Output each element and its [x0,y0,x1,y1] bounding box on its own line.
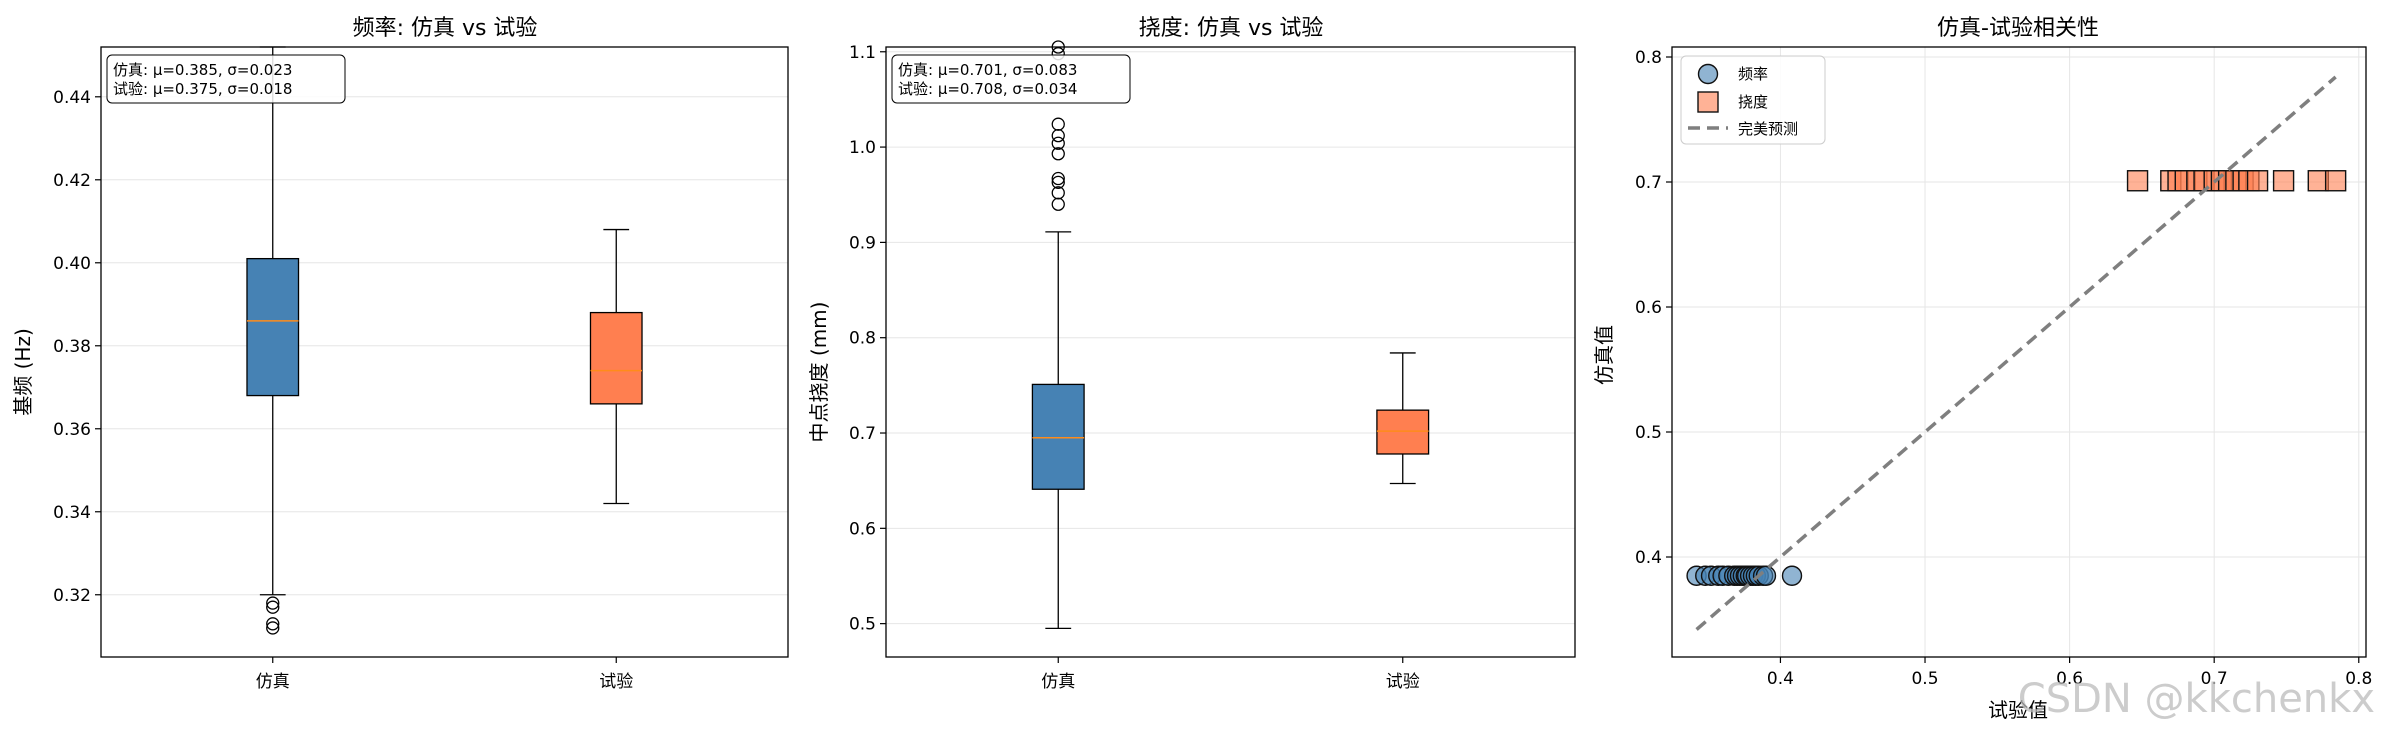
deflection-point [2272,170,2295,192]
legend-marker-deflection [1697,91,1719,113]
y-axis-label: 基频 (Hz) [11,328,35,416]
chart-title: 挠度: 仿真 vs 试验 [1139,16,1324,41]
y-axis-label: 中点挠度 (mm) [807,302,831,443]
legend-label: 挠度 [1738,93,1768,111]
stats-line: 仿真: μ=0.385, σ=0.023 [113,61,292,79]
x-tick-label: 试验 [599,672,633,692]
y-tick-label: 0.44 [53,88,91,108]
y-tick-label: 0.7 [849,424,876,444]
axes-frame [885,46,1576,658]
x-tick-label: 仿真 [1041,672,1075,692]
y-tick-label: 0.36 [53,420,91,440]
y-tick-label: 0.6 [849,519,876,539]
outlier-point [1051,136,1065,150]
stats-box-frame [106,54,346,104]
outlier-point [266,596,280,610]
axes-frame [1671,46,2367,658]
x-tick-label: 仿真 [256,672,290,692]
perfect-prediction-line [1695,75,2337,631]
y-tick-label: 0.38 [53,337,91,357]
x-tick-label: 0.8 [2345,669,2372,689]
y-tick-label: 0.34 [53,503,91,523]
box-仿真 [1031,383,1085,490]
outlier-point [1051,175,1065,189]
deflection-point [2126,170,2149,192]
panel-deflection-boxplot: 挠度: 仿真 vs 试验 中点挠度 (mm) 0.5 0.6 0.7 0.8 0.9 1.… [807,16,1576,692]
stats-line: 试验: μ=0.375, σ=0.018 [113,80,292,98]
y-tick-label: 0.8 [849,329,876,349]
box-试验 [589,311,643,405]
panel-frequency-boxplot: 频率: 仿真 vs 试验 基频 (Hz) 0.32 0.34 0.36 0.38 0.4… [11,16,789,692]
y-tick-label: 0.42 [53,171,91,191]
y-tick-label: 0.5 [1635,423,1662,443]
chart-title: 频率: 仿真 vs 试验 [353,16,538,41]
y-tick-label: 0.6 [1635,298,1662,318]
x-tick-label: 0.7 [2201,669,2228,689]
x-tick-label: 0.4 [1767,669,1794,689]
watermark: CSDN @kkchenkx [2018,676,2375,722]
x-tick-label: 0.6 [2056,669,2083,689]
x-tick-label: 试验 [1386,672,1420,692]
outlier-point [1051,117,1065,131]
outlier-point [266,621,280,635]
y-axis-label: 仿真值 [1592,325,1616,385]
box-试验 [1376,409,1430,455]
panel-correlation-scatter: 仿真-试验相关性 仿真值 试验值 0.4 0.5 0.6 0.7 0.8 0.4 0.5 0.… [1592,16,2372,722]
x-axis-label: 试验值 [1988,698,2048,722]
deflection-point [2324,170,2347,192]
y-tick-label: 0.9 [849,233,876,253]
y-tick-label: 0.7 [1635,173,1662,193]
stats-line: 试验: μ=0.708, σ=0.034 [898,80,1077,98]
legend-label: 完美预测 [1738,120,1798,138]
outlier-point [1051,171,1065,186]
stats-line: 仿真: μ=0.701, σ=0.083 [898,61,1077,79]
axes-frame [100,46,789,658]
y-tick-label: 0.32 [53,586,91,606]
y-tick-label: 1.0 [849,138,876,158]
deflection-point [2246,170,2269,192]
chart-title: 仿真-试验相关性 [1937,16,2099,41]
legend-marker-frequency [1697,63,1719,85]
legend-label: 频率 [1738,65,1768,83]
y-tick-label: 0.5 [849,615,876,635]
outlier-point [266,617,280,631]
y-tick-label: 0.40 [53,254,91,274]
outlier-point [266,600,280,614]
outlier-point [1051,147,1065,161]
y-tick-label: 0.8 [1635,48,1662,68]
outlier-point [1051,128,1065,143]
y-tick-label: 0.4 [1635,548,1662,568]
x-tick-label: 0.5 [1911,669,1938,689]
outlier-point [1051,197,1065,211]
box-仿真 [246,257,300,397]
stats-box-frame [891,54,1131,104]
y-tick-label: 1.1 [849,43,876,63]
frequency-point [1781,565,1803,586]
